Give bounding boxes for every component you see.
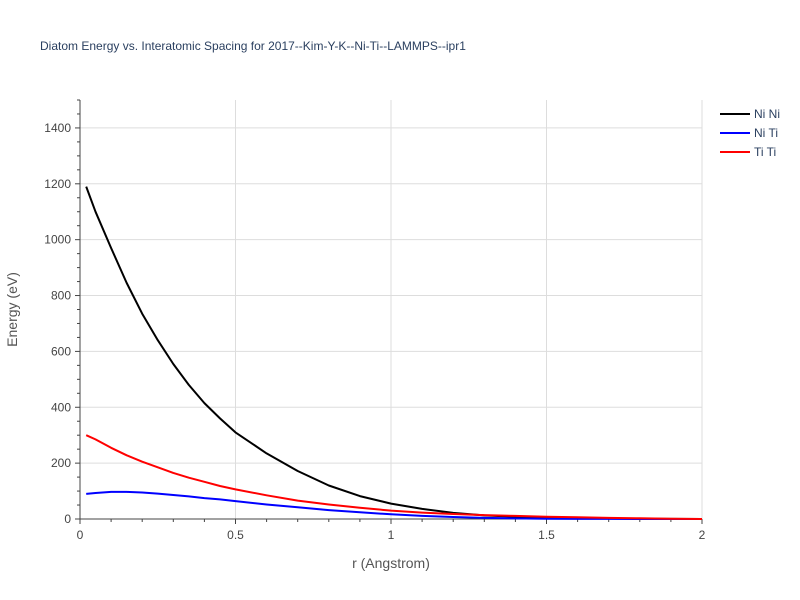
x-tick-label: 0 (77, 528, 84, 542)
x-tick-label: 2 (699, 528, 706, 542)
chart-title: Diatom Energy vs. Interatomic Spacing fo… (40, 39, 466, 53)
series-line-ti-ti[interactable] (85, 434, 703, 520)
legend-item-ni-ni[interactable]: Ni Ni (720, 107, 780, 121)
y-tick-label: 800 (51, 289, 71, 303)
x-axis-title: r (Angstrom) (352, 555, 430, 571)
series-line-ni-ni[interactable] (85, 186, 703, 520)
y-tick-label: 1400 (44, 121, 71, 135)
x-tick-label: 1.5 (538, 528, 555, 542)
y-tick-label: 1200 (44, 177, 71, 191)
x-tick-label: 0.5 (227, 528, 244, 542)
legend[interactable]: Ni Ni Ni Ti Ti Ti (720, 107, 780, 159)
y-tick-label: 0 (64, 512, 71, 526)
y-axis: 0 200 400 600 800 1000 1200 1400 (44, 99, 81, 526)
y-tick-label: 600 (51, 344, 71, 358)
series-lines (85, 186, 703, 520)
legend-label: Ni Ti (754, 126, 778, 140)
y-axis-title: Energy (eV) (4, 272, 20, 347)
y-tick-label: 400 (51, 400, 71, 414)
legend-label: Ni Ni (754, 107, 780, 121)
legend-label: Ti Ti (754, 145, 776, 159)
grid (80, 100, 703, 519)
series-line-ni-ti[interactable] (86, 490, 702, 520)
y-tick-label: 1000 (44, 233, 71, 247)
legend-item-ti-ti[interactable]: Ti Ti (720, 145, 776, 159)
y-tick-label: 200 (51, 456, 71, 470)
x-axis: 0 0.5 1 1.5 2 (77, 518, 706, 542)
legend-item-ni-ti[interactable]: Ni Ti (720, 126, 778, 140)
x-tick-label: 1 (388, 528, 395, 542)
